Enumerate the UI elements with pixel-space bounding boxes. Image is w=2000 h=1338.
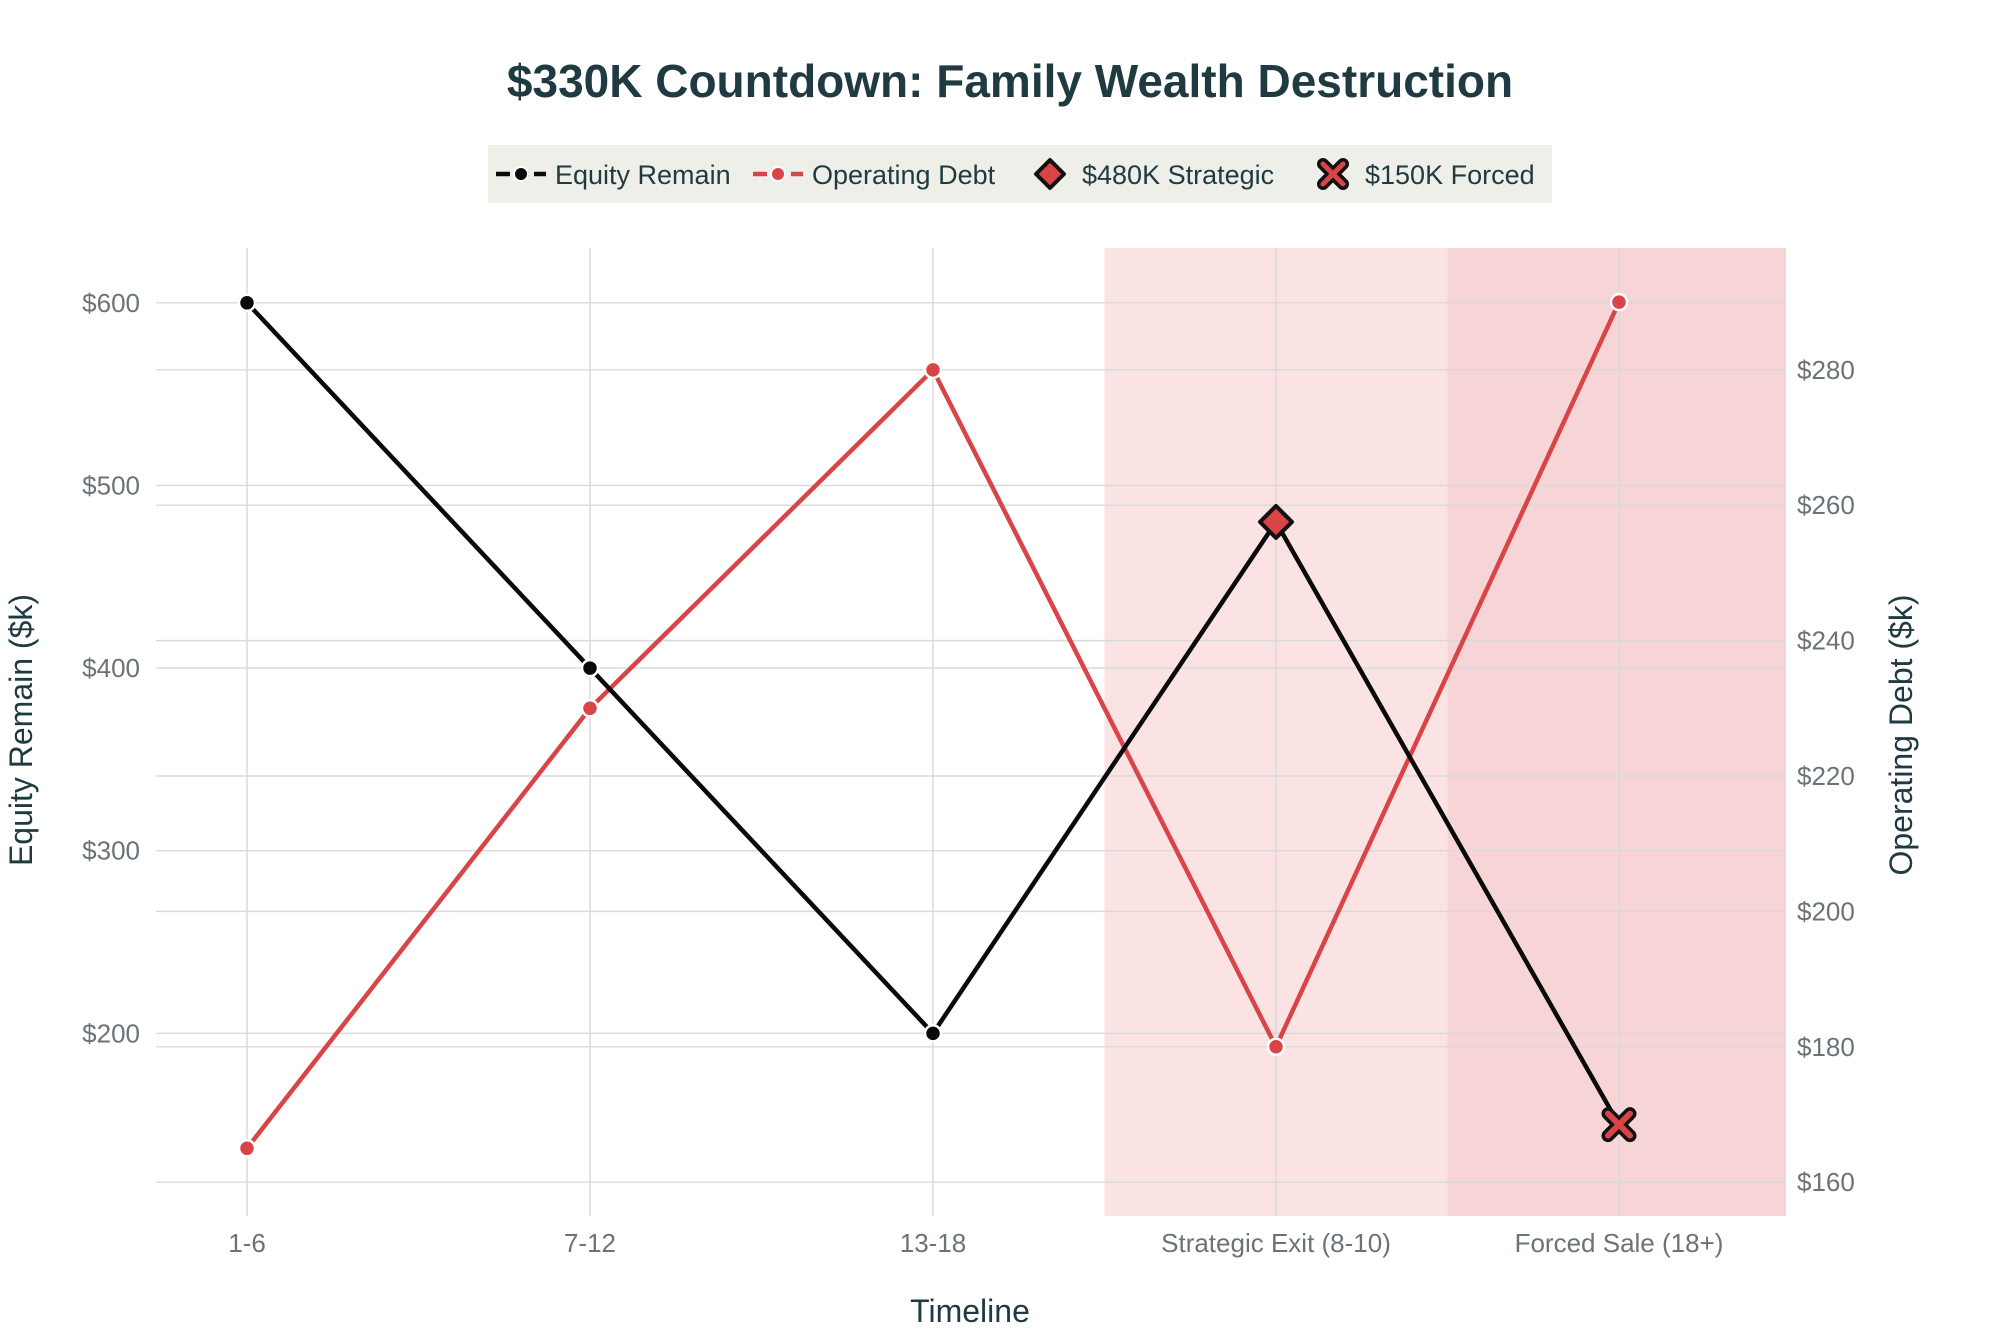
equity-remain-point	[923, 1024, 943, 1043]
operating-debt-point	[1266, 1037, 1286, 1057]
x-axis-ticks: 1-6 7-12 13-18 Strategic Exit (8-10) Forced …	[228, 1228, 1723, 1258]
x-tick-label: 1-6	[228, 1228, 266, 1258]
legend: Equity Remain Operating Debt $480K Strateg…	[488, 145, 1552, 203]
operating-debt-point	[923, 360, 943, 380]
right-tick-label: $240	[1797, 626, 1855, 656]
legend-label: Operating Debt	[812, 160, 996, 190]
legend-items: Equity Remain Operating Debt $480K Strateg…	[496, 158, 1535, 190]
right-tick-label: $200	[1797, 896, 1855, 926]
forced-sale-x-marker	[1601, 1107, 1637, 1143]
left-tick-label: $200	[82, 1018, 140, 1048]
series-lines	[237, 292, 1629, 1158]
right-tick-label: $260	[1797, 490, 1855, 520]
left-tick-label: $300	[82, 836, 140, 866]
legend-label: $480K Strategic	[1082, 160, 1274, 190]
chart-title: $330K Countdown: Family Wealth Destructi…	[507, 55, 1513, 107]
shaded-region	[1447, 248, 1786, 1216]
right-tick-label: $180	[1797, 1032, 1855, 1062]
operating-debt-point	[237, 1139, 257, 1158]
legend-point-swatch	[513, 166, 529, 182]
x-marker-fill	[1605, 1110, 1633, 1139]
legend-diamond-swatch	[1034, 158, 1066, 190]
operating-debt-point	[580, 699, 600, 718]
strategic-exit-diamond-marker	[1258, 503, 1294, 540]
point-markers	[1258, 503, 1637, 1143]
legend-x-swatch-fill	[1320, 161, 1346, 187]
grid	[156, 248, 1786, 1216]
right-axis-ticks: $160 $180 $200 $220 $240 $260 $280	[1797, 355, 1855, 1197]
right-axis-title: Operating Debt ($k)	[1883, 594, 1919, 875]
right-tick-label: $280	[1797, 355, 1855, 385]
left-tick-label: $600	[82, 288, 140, 318]
legend-label: Equity Remain	[555, 160, 731, 190]
legend-point-swatch	[770, 166, 786, 182]
x-axis-title: Timeline	[910, 1293, 1030, 1329]
left-tick-label: $400	[82, 653, 140, 683]
equity-remain-point	[580, 658, 600, 678]
equity-remain-point	[237, 293, 257, 313]
operating-debt-point	[1609, 292, 1629, 312]
left-tick-label: $500	[82, 470, 140, 500]
x-tick-label: Strategic Exit (8-10)	[1161, 1228, 1391, 1258]
axes: $200 $300 $400 $500 $600 $160 $180 $200 $220 $24…	[82, 288, 1855, 1258]
x-tick-label: 13-18	[900, 1228, 967, 1258]
right-tick-label: $220	[1797, 761, 1855, 791]
left-axis-title: Equity Remain ($k)	[3, 594, 39, 866]
x-tick-label: Forced Sale (18+)	[1515, 1228, 1724, 1258]
shaded-regions	[1104, 248, 1786, 1216]
legend-background	[488, 145, 1552, 203]
right-tick-label: $160	[1797, 1167, 1855, 1197]
left-axis-ticks: $200 $300 $400 $500 $600	[82, 288, 140, 1049]
legend-label: $150K Forced	[1365, 160, 1535, 190]
x-tick-label: 7-12	[564, 1228, 616, 1258]
